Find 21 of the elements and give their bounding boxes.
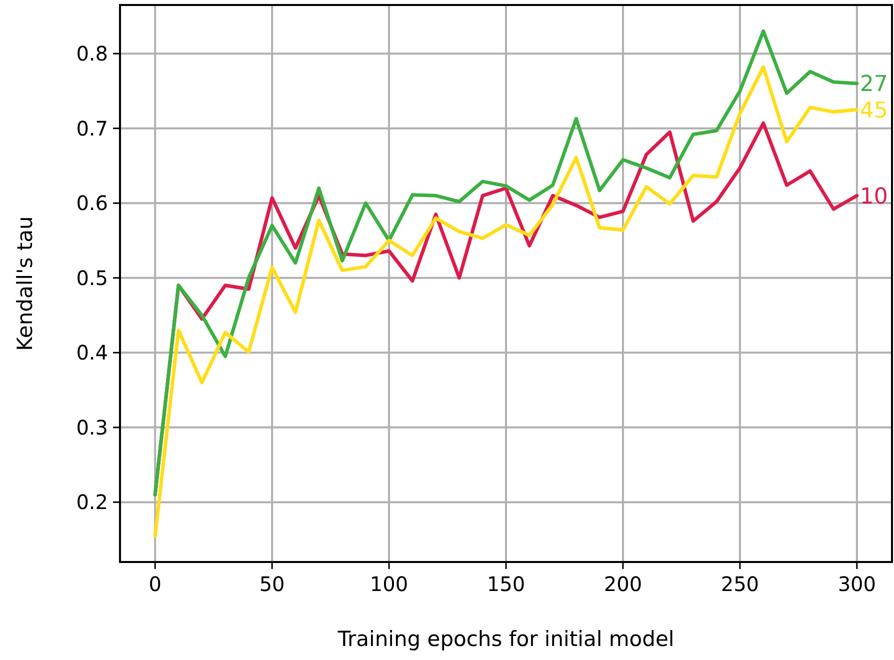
x-tick-label: 200: [604, 572, 642, 596]
y-tick-label: 0.8: [76, 42, 108, 66]
y-tick-label: 0.3: [76, 415, 108, 440]
y-tick-label: 0.6: [76, 191, 108, 216]
x-tick-label: 300: [838, 572, 876, 596]
y-axis-title: Kendall's tau: [13, 216, 37, 351]
x-tick-label: 100: [370, 572, 408, 596]
x-tick-label: 0: [148, 572, 162, 596]
y-tick-label: 0.4: [76, 340, 108, 365]
x-tick-label: 150: [486, 572, 526, 596]
y-tick-label: 0.7: [76, 116, 108, 140]
y-tick-label: 0.5: [76, 266, 108, 290]
series-label: 10: [860, 184, 888, 210]
line-series: [153, 65, 859, 538]
x-axis-title: Training epochs for initial model: [336, 627, 674, 651]
y-tick-label: 0.2: [76, 490, 108, 514]
series-label: 45: [860, 98, 888, 124]
x-tick-label: 50: [259, 572, 285, 596]
x-tick-label: 250: [720, 572, 760, 596]
series-label: 27: [860, 72, 888, 98]
line-series: [153, 29, 859, 496]
